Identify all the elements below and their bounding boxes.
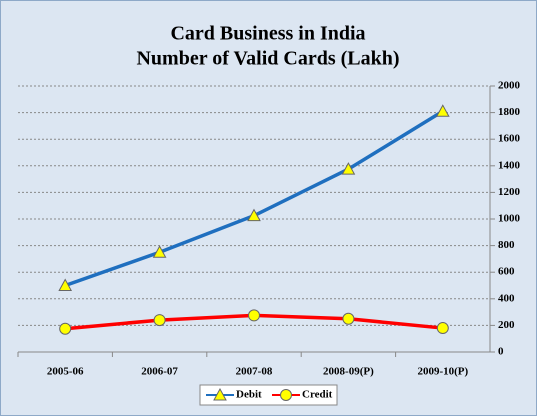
legend-marker xyxy=(213,387,227,401)
x-tick-label: 2005-06 xyxy=(47,366,84,378)
x-tick-label: 2006-07 xyxy=(141,366,178,378)
point xyxy=(153,314,166,327)
legend-marker xyxy=(280,389,292,401)
y-tick-label: 1200 xyxy=(498,186,521,198)
chart-subtitle: Number of Valid Cards (Lakh) xyxy=(136,48,399,70)
y-tick-label: 0 xyxy=(498,346,504,358)
y-tick-label: 1400 xyxy=(498,159,521,171)
point xyxy=(247,208,261,222)
x-tick-label: 2007-08 xyxy=(236,366,273,378)
point xyxy=(248,309,260,322)
x-tick-label: 2009-10(P) xyxy=(417,366,468,378)
point xyxy=(152,245,167,258)
y-tick-label: 400 xyxy=(498,292,515,304)
y-tick-label: 600 xyxy=(498,266,515,278)
y-tick-label: 1600 xyxy=(498,133,521,145)
y-tick-label: 1000 xyxy=(498,213,521,225)
chart-title: Card Business in India xyxy=(170,23,365,45)
legend-label: Debit xyxy=(236,389,262,401)
legend-label: Credit xyxy=(302,389,333,401)
point xyxy=(59,322,72,335)
legend-box xyxy=(199,384,338,406)
point xyxy=(341,162,356,175)
y-tick-label: 1800 xyxy=(498,106,521,118)
point xyxy=(436,322,449,335)
y-tick-label: 800 xyxy=(498,239,515,251)
point xyxy=(342,312,355,325)
y-tick-label: 2000 xyxy=(498,80,521,92)
point xyxy=(435,104,450,117)
point xyxy=(58,278,73,291)
x-tick-label: 2008-09(P) xyxy=(323,366,374,378)
y-tick-label: 200 xyxy=(498,319,515,331)
